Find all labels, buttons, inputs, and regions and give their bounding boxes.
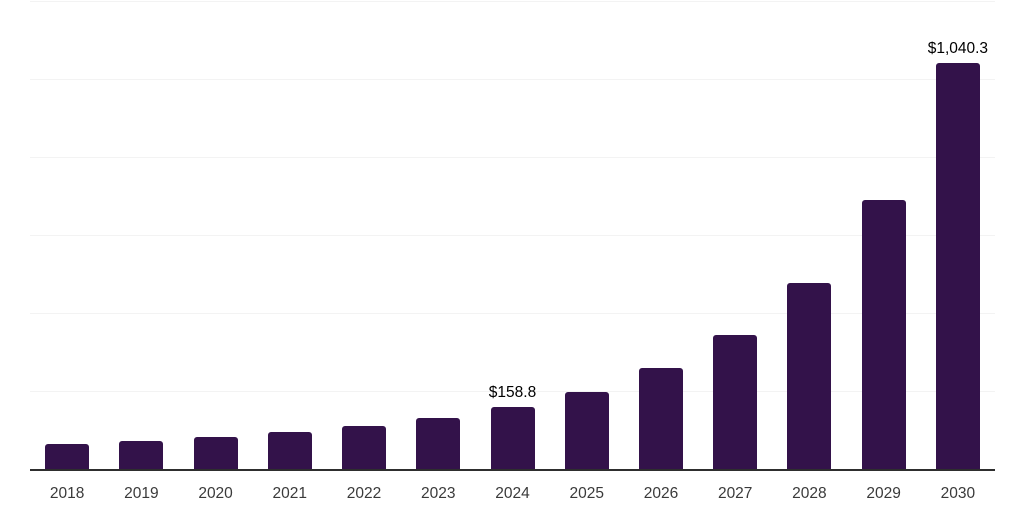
gridline-200 [30,391,995,392]
bar-2028 [787,283,832,469]
x-tick-label-2027: 2027 [717,485,753,502]
x-tick-label-2023: 2023 [421,485,456,502]
gridline-400 [30,313,995,314]
x-tick-label-2028: 2028 [792,485,827,502]
x-tick-label-2030: 2030 [940,485,976,502]
bar-2025 [564,392,609,469]
x-tick-label-2026: 2026 [643,485,679,502]
bar-2022 [342,426,387,469]
x-axis-line [30,469,995,471]
bar-2020 [193,437,238,469]
bar-2023 [416,417,461,469]
bar-2024 [490,407,535,469]
gridline-600 [30,235,995,236]
x-tick-label-2020: 2020 [198,485,233,502]
value-label-2030: $1,040.3 [927,40,989,58]
x-tick-label-2021: 2021 [272,485,308,502]
gridline-800 [30,157,995,158]
bar-2018 [45,444,90,469]
bar-2030 [935,63,980,469]
bar-2026 [638,367,683,469]
bar-2029 [861,200,906,469]
gridline-1200 [30,1,995,2]
x-tick-label-2029: 2029 [866,485,901,502]
bar-2027 [713,335,758,469]
x-tick-label-2019: 2019 [124,485,159,502]
bar-2021 [267,431,312,469]
x-tick-label-2025: 2025 [569,485,604,502]
gridline-1000 [30,79,995,80]
x-tick-label-2018: 2018 [49,485,85,502]
x-tick-label-2024: 2024 [495,485,530,502]
x-tick-label-2022: 2022 [346,485,382,502]
value-label-2024: $158.8 [488,384,537,402]
bar-2019 [119,440,164,469]
